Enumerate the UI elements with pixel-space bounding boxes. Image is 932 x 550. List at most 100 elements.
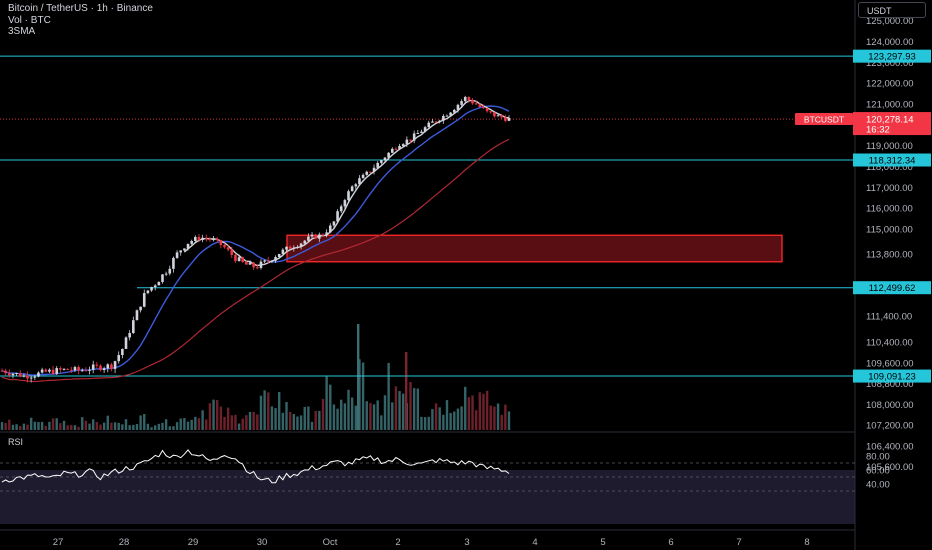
- volume-bar: [121, 424, 124, 430]
- candle-body: [420, 131, 423, 134]
- candle-body: [398, 145, 401, 150]
- candle-body: [7, 373, 11, 376]
- candle-body: [394, 148, 398, 150]
- symbol-price-tag: [795, 113, 853, 126]
- volume-bar: [22, 423, 26, 430]
- volume-bar: [263, 390, 266, 430]
- candle-body: [135, 310, 139, 321]
- price-tick-label: 123,000.00: [866, 58, 914, 69]
- candle-body: [474, 103, 478, 105]
- candle-body: [37, 372, 40, 377]
- candle-body: [507, 117, 511, 121]
- volume-bar: [179, 418, 182, 430]
- volume-bar: [493, 406, 496, 430]
- candle-body: [500, 115, 504, 118]
- volume-bar: [157, 423, 161, 430]
- volume-bar: [248, 411, 252, 430]
- price-tick-label: 107,200.00: [866, 421, 914, 432]
- level-price-tag: [853, 153, 931, 167]
- candle-body: [128, 333, 131, 338]
- candle-body: [449, 112, 452, 116]
- candle-body: [270, 260, 274, 262]
- currency-button[interactable]: USDT: [858, 2, 926, 18]
- volume-bar: [394, 386, 398, 430]
- rsi-tick-label: 80.00: [866, 452, 890, 463]
- volume-bar: [226, 407, 230, 430]
- candle-body: [164, 273, 168, 275]
- candle-body: [350, 186, 354, 192]
- volume-bar: [467, 397, 471, 430]
- volume-bar: [245, 415, 248, 430]
- time-tick-label: 5: [600, 537, 605, 548]
- volume-bar: [234, 414, 237, 430]
- candle-body: [84, 370, 88, 372]
- volume-bar: [168, 426, 171, 430]
- level-price-text: 109,091.23: [868, 372, 916, 383]
- candle-body: [328, 225, 332, 233]
- volume-bar: [230, 415, 233, 430]
- volume-bar: [420, 416, 423, 430]
- volume-bar: [186, 421, 190, 430]
- candle-body: [245, 261, 248, 265]
- volume-bar: [270, 406, 274, 430]
- volume-bar: [380, 415, 383, 430]
- symbol-title[interactable]: Bitcoin / TetherUS · 1h · Binance: [8, 3, 153, 14]
- volume-bar: [376, 400, 379, 430]
- candle-body: [241, 257, 245, 262]
- volume-bar: [303, 406, 306, 430]
- candle-body: [409, 139, 412, 141]
- volume-bar: [325, 376, 328, 430]
- volume-indicator-label[interactable]: Vol · BTC: [8, 14, 51, 26]
- volume-bar: [391, 402, 394, 430]
- candle-body: [343, 200, 347, 207]
- sma-fast-line: [183, 99, 510, 267]
- volume-bar: [55, 418, 58, 430]
- candle-body: [102, 368, 106, 371]
- volume-bar: [340, 399, 343, 430]
- volume-bar: [66, 425, 69, 430]
- price-tick-label: 115,000.00: [866, 225, 913, 236]
- candle-body: [132, 320, 135, 334]
- candle-body: [365, 171, 369, 175]
- volume-bar: [387, 362, 390, 430]
- volume-bar: [288, 411, 292, 430]
- candle-body: [70, 369, 73, 371]
- sma-indicator-label[interactable]: 3SMA: [8, 26, 36, 37]
- candle-body: [489, 111, 493, 113]
- volume-bar: [84, 420, 88, 430]
- candle-body: [88, 369, 91, 371]
- price-tick-label: 117,000.00: [866, 183, 913, 194]
- candle-body: [416, 133, 420, 135]
- volume-bar: [449, 412, 452, 430]
- price-tick-label: 109,600.00: [866, 358, 914, 369]
- candle-body: [405, 139, 409, 145]
- volume-bar: [128, 425, 131, 430]
- candle-body: [383, 157, 387, 161]
- candle-body: [292, 247, 296, 249]
- volume-bar: [62, 420, 66, 430]
- volume-bar: [150, 427, 153, 430]
- volume-bar: [478, 392, 482, 430]
- volume-bar: [70, 424, 73, 430]
- candle-body: [445, 115, 449, 117]
- volume-bar: [405, 352, 408, 430]
- candle-body: [234, 255, 237, 262]
- volume-bar: [256, 414, 259, 430]
- volume-bar: [132, 424, 135, 430]
- candle-body: [299, 243, 303, 247]
- volume-bar: [175, 422, 179, 430]
- candle-body: [80, 370, 84, 372]
- volume-bar: [427, 416, 430, 430]
- volume-bar: [402, 393, 405, 430]
- candle-body: [252, 262, 255, 268]
- rsi-label[interactable]: RSI: [8, 437, 24, 447]
- time-tick-label: 7: [736, 537, 741, 548]
- volume-bar: [423, 417, 427, 430]
- candle-body: [427, 122, 431, 128]
- candle-body: [226, 247, 230, 250]
- volume-bar: [44, 425, 47, 430]
- volume-bar: [99, 424, 102, 430]
- rsi-tick-label: 60.00: [866, 466, 890, 477]
- candle-body: [219, 240, 223, 246]
